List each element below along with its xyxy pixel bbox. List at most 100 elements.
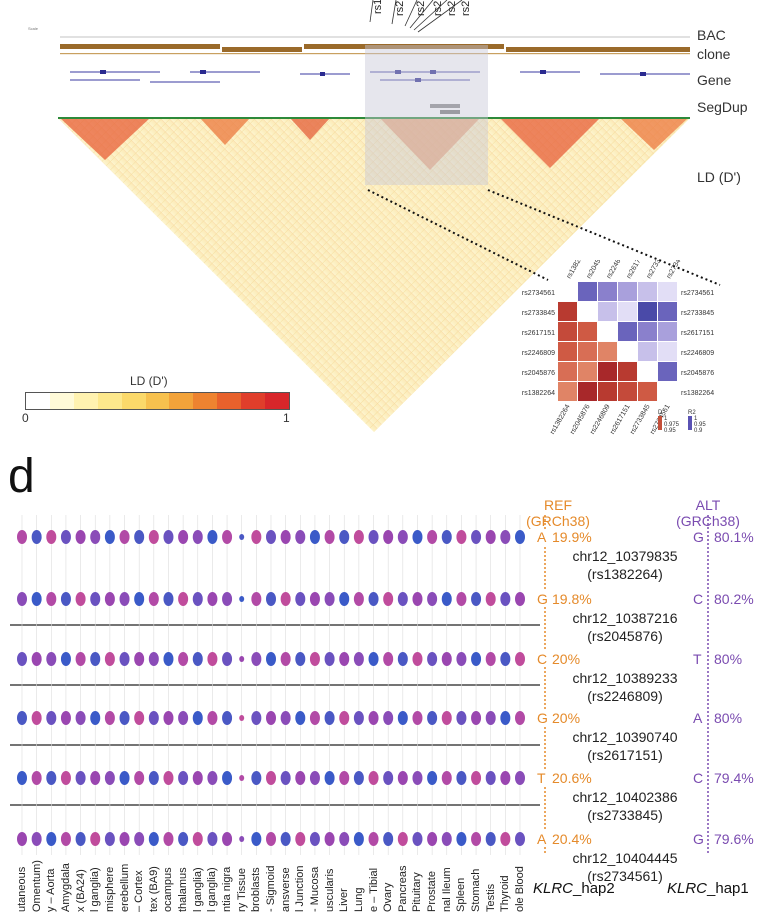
tissue-label: erebellum	[118, 863, 131, 912]
inset-cell	[638, 342, 657, 361]
expression-dot	[441, 711, 452, 725]
expression-dot	[441, 832, 452, 846]
expression-dot	[456, 592, 467, 606]
expression-dot	[239, 836, 245, 842]
colorbar-swatch	[97, 393, 122, 409]
ref-frequency: 20%	[552, 651, 581, 667]
expression-dot	[75, 592, 86, 606]
hap1-label: KLRC_hap1	[667, 880, 749, 897]
tissue-label: ole Blood	[514, 866, 526, 912]
expression-dot	[60, 592, 71, 606]
snp-position: chr12_10387216	[572, 610, 678, 626]
colorbar-swatch	[193, 393, 218, 409]
ref-allele: A	[537, 529, 547, 545]
expression-dot	[239, 656, 245, 662]
expression-dot	[178, 530, 189, 544]
expression-dot	[309, 711, 320, 725]
snp-position: chr12_10402386	[572, 789, 678, 805]
inset-cell	[638, 382, 657, 401]
inset-row-label-right: rs2733845	[681, 310, 714, 317]
tissue-label: nal Ileum	[440, 867, 453, 912]
track-label-clone: clone	[697, 46, 731, 62]
expression-dot	[500, 711, 511, 725]
hap1-suffix: _hap1	[707, 880, 749, 897]
ld-triangle-texture	[58, 118, 690, 432]
ref-allele: G	[537, 710, 548, 726]
expression-dot	[339, 530, 350, 544]
allele-dotplot	[10, 515, 709, 855]
zoom-connector-left	[367, 189, 549, 281]
expression-dot	[441, 530, 452, 544]
expression-dot	[163, 771, 174, 785]
alt-frequency: 80.2%	[714, 591, 754, 607]
expression-dot	[222, 771, 233, 785]
expression-dot	[456, 652, 467, 666]
inset-cell	[598, 282, 617, 301]
expression-dot	[239, 715, 245, 721]
inset-cell	[658, 322, 677, 341]
top-snp-label: rs2	[394, 0, 406, 16]
expression-dot	[368, 711, 379, 725]
expression-dot	[192, 771, 203, 785]
expression-dot	[383, 832, 394, 846]
tissue-label: l ganglia)	[206, 867, 219, 912]
expression-dot	[163, 711, 174, 725]
hap2-suffix: _hap2	[573, 880, 615, 897]
inset-cell	[658, 342, 677, 361]
expression-dot	[515, 592, 525, 606]
tissue-label: tex (BA9)	[147, 866, 160, 912]
top-snp-label: rs2	[446, 0, 458, 16]
tissue-label: Lung	[352, 887, 365, 912]
expression-dot	[148, 592, 159, 606]
region-highlight	[365, 45, 488, 185]
inset-cell	[578, 322, 597, 341]
expression-dot	[46, 771, 57, 785]
expression-dot	[31, 771, 42, 785]
expression-dot	[471, 832, 482, 846]
expression-dot	[324, 832, 335, 846]
alt-allele: G	[693, 529, 704, 545]
alt-allele: T	[693, 651, 702, 667]
expression-dot	[119, 711, 130, 725]
coordinate-ruler: Scale	[28, 26, 690, 38]
inset-cell	[578, 282, 597, 301]
expression-dot	[222, 711, 233, 725]
top-snp-label: rs2	[415, 0, 427, 16]
expression-dot	[31, 530, 42, 544]
alt-frequency: 79.6%	[714, 831, 754, 847]
colorbar-swatch	[145, 393, 170, 409]
alt-header-title: ALT	[695, 497, 721, 513]
hap1-gene: KLRC	[667, 880, 708, 897]
expression-dot	[207, 711, 218, 725]
expression-dot	[17, 771, 27, 785]
track-label-segdup: SegDup	[697, 99, 748, 115]
alt-allele: C	[693, 591, 704, 607]
expression-dot	[339, 711, 350, 725]
expression-dot	[339, 652, 350, 666]
alt-frequency: 80%	[714, 710, 743, 726]
expression-dot	[339, 592, 350, 606]
expression-dot	[515, 652, 525, 666]
expression-dot	[46, 530, 57, 544]
expression-dot	[368, 592, 379, 606]
expression-dot	[46, 832, 57, 846]
expression-dot	[192, 832, 203, 846]
expression-dot	[31, 592, 42, 606]
expression-dot	[427, 530, 438, 544]
expression-dot	[383, 530, 394, 544]
expression-dot	[397, 832, 408, 846]
expression-dot	[500, 771, 511, 785]
alt-frequency: 80%	[714, 651, 743, 667]
expression-dot	[134, 592, 145, 606]
legend-dprime-val: 0.975	[664, 422, 680, 428]
inset-cell	[578, 362, 597, 381]
inset-row-label-right: rs2617151	[681, 330, 714, 337]
tissue-label: y – Aorta	[45, 868, 58, 912]
expression-dot	[266, 592, 276, 606]
expression-dot	[471, 771, 482, 785]
expression-dot	[412, 711, 423, 725]
inset-cell	[558, 362, 577, 381]
expression-dot	[90, 711, 101, 725]
inset-row-label-right: rs2246809	[681, 350, 714, 357]
expression-dot	[178, 711, 189, 725]
